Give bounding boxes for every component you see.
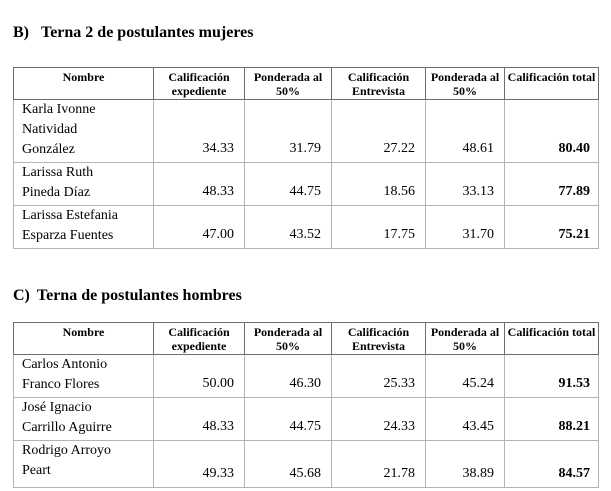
total-score-cell: 88.21 <box>504 397 599 441</box>
score-cell: 44.75 <box>244 397 332 441</box>
header-cell-ponderada-2: Ponderada al 50% <box>425 67 505 100</box>
header-cell-ponderada-1: Ponderada al 50% <box>244 67 332 100</box>
candidate-name-cell: Rodrigo Arroyo Peart <box>13 440 154 488</box>
score-cell: 43.52 <box>244 205 332 249</box>
header-cell-calificacion-total: Calificación total <box>504 67 599 100</box>
header-cell-calificacion-expediente: Calificación expediente <box>153 67 245 100</box>
score-cell: 17.75 <box>331 205 426 249</box>
table-row: Larissa Estefania Esparza Fuentes 47.00 … <box>13 205 599 249</box>
score-cell: 18.56 <box>331 162 426 206</box>
score-cell: 48.33 <box>153 162 245 206</box>
score-cell: 44.75 <box>244 162 332 206</box>
total-score-cell: 77.89 <box>504 162 599 206</box>
header-cell-ponderada-1: Ponderada al 50% <box>244 322 332 355</box>
table-row: José Ignacio Carrillo Aguirre 48.33 44.7… <box>13 397 599 441</box>
header-cell-nombre: Nombre <box>13 322 154 355</box>
scores-table-hombres: Nombre Calificación expediente Ponderada… <box>13 322 599 488</box>
score-cell: 45.68 <box>244 440 332 488</box>
score-cell: 47.00 <box>153 205 245 249</box>
score-cell: 48.61 <box>425 99 505 163</box>
candidate-name-cell: José Ignacio Carrillo Aguirre <box>13 397 154 441</box>
table-row: Carlos Antonio Franco Flores 50.00 46.30… <box>13 354 599 398</box>
score-cell: 49.33 <box>153 440 245 488</box>
candidate-name-cell: Karla Ivonne Natividad González <box>13 99 154 163</box>
score-cell: 25.33 <box>331 354 426 398</box>
score-cell: 21.78 <box>331 440 426 488</box>
score-cell: 34.33 <box>153 99 245 163</box>
section-title-text: Terna 2 de postulantes mujeres <box>41 24 254 41</box>
section-letter: B) <box>13 24 29 41</box>
header-cell-calificacion-entrevista: Calificación Entrevista <box>331 67 426 100</box>
score-cell: 33.13 <box>425 162 505 206</box>
candidate-name-cell: Larissa Estefania Esparza Fuentes <box>13 205 154 249</box>
score-cell: 31.79 <box>244 99 332 163</box>
total-score-cell: 91.53 <box>504 354 599 398</box>
total-score-cell: 84.57 <box>504 440 599 488</box>
candidate-name-cell: Carlos Antonio Franco Flores <box>13 354 154 398</box>
header-cell-calificacion-expediente: Calificación expediente <box>153 322 245 355</box>
candidate-name-cell: Larissa Ruth Pineda Díaz <box>13 162 154 206</box>
table-header-row: Nombre Calificación expediente Ponderada… <box>13 322 599 355</box>
table-row: Karla Ivonne Natividad González 34.33 31… <box>13 99 599 163</box>
section-title-text: Terna de postulantes hombres <box>36 287 242 304</box>
total-score-cell: 80.40 <box>504 99 599 163</box>
section-title-hombres: C) Terna de postulantes hombres <box>13 288 598 304</box>
section-title-mujeres: B) Terna 2 de postulantes mujeres <box>13 25 598 41</box>
score-cell: 45.24 <box>425 354 505 398</box>
header-cell-ponderada-2: Ponderada al 50% <box>425 322 505 355</box>
section-letter: C) <box>13 287 30 304</box>
total-score-cell: 75.21 <box>504 205 599 249</box>
score-cell: 46.30 <box>244 354 332 398</box>
header-cell-calificacion-total: Calificación total <box>504 322 599 355</box>
score-cell: 27.22 <box>331 99 426 163</box>
header-cell-calificacion-entrevista: Calificación Entrevista <box>331 322 426 355</box>
score-cell: 38.89 <box>425 440 505 488</box>
table-row: Larissa Ruth Pineda Díaz 48.33 44.75 18.… <box>13 162 599 206</box>
table-row: Rodrigo Arroyo Peart 49.33 45.68 21.78 3… <box>13 440 599 488</box>
table-header-row: Nombre Calificación expediente Ponderada… <box>13 67 599 100</box>
score-cell: 50.00 <box>153 354 245 398</box>
score-cell: 31.70 <box>425 205 505 249</box>
scores-table-mujeres: Nombre Calificación expediente Ponderada… <box>13 67 599 249</box>
score-cell: 24.33 <box>331 397 426 441</box>
header-cell-nombre: Nombre <box>13 67 154 100</box>
score-cell: 48.33 <box>153 397 245 441</box>
score-cell: 43.45 <box>425 397 505 441</box>
